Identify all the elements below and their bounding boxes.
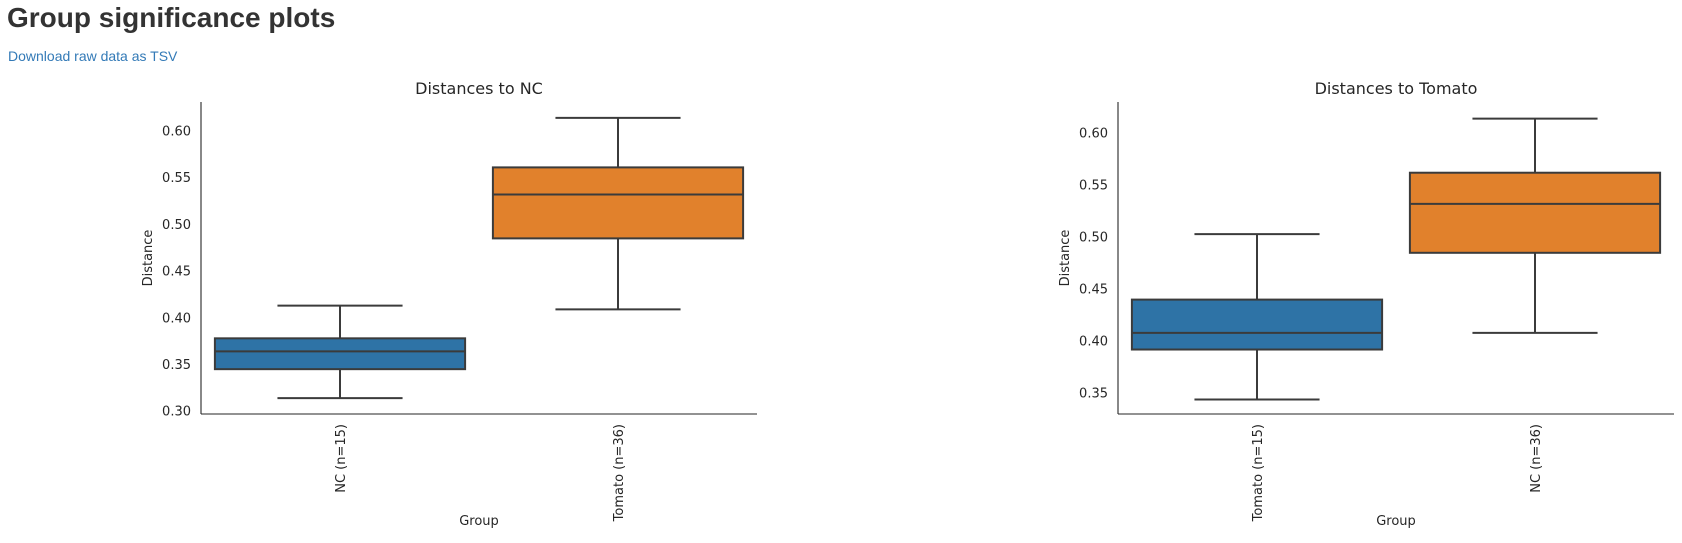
chart-title: Distances to NC [415, 79, 543, 98]
y-tick-label: 0.50 [162, 218, 191, 233]
box-2 [491, 116, 745, 311]
x-tick-label: NC (n=15) [334, 424, 349, 493]
x-tick-label: NC (n=36) [1529, 424, 1544, 493]
chart-title: Distances to Tomato [1315, 79, 1478, 98]
box-1 [213, 304, 467, 400]
y-tick-label: 0.60 [1079, 127, 1108, 142]
x-axis-label: Group [1376, 514, 1416, 529]
page-title: Group significance plots [7, 2, 336, 33]
box-1 [1130, 233, 1384, 401]
box-2 [1408, 117, 1662, 334]
y-tick-label: 0.35 [162, 358, 191, 373]
y-tick-label: 0.40 [162, 311, 191, 326]
box-iqr [213, 337, 467, 371]
chart-panel-2: Distances to Tomato 0.35 0.40 0.45 0.50 0.55 0… [1058, 79, 1674, 529]
box-iqr [1408, 171, 1662, 254]
download-raw-data-link[interactable]: Download raw data as TSV [8, 48, 178, 64]
box-iqr [491, 166, 745, 240]
y-tick-label: 0.30 [162, 405, 191, 420]
y-tick-label: 0.35 [1079, 387, 1108, 402]
chart-panel-1: Distances to NC 0.30 0.35 0.40 0.45 0.50 0.55 0… [141, 79, 757, 529]
y-tick-label: 0.45 [162, 265, 191, 280]
x-tick-label: Tomato (n=36) [612, 424, 627, 522]
box-iqr [1130, 298, 1384, 351]
y-tick-label: 0.40 [1079, 335, 1108, 350]
y-tick-label: 0.50 [1079, 231, 1108, 246]
y-tick-label: 0.55 [1079, 179, 1108, 194]
x-axis-label: Group [459, 514, 499, 529]
y-tick-label: 0.45 [1079, 283, 1108, 298]
y-axis-label: Distance [1058, 230, 1073, 287]
x-tick-label: Tomato (n=15) [1251, 424, 1266, 522]
y-tick-label: 0.60 [162, 124, 191, 139]
y-tick-label: 0.55 [162, 171, 191, 186]
y-axis-label: Distance [141, 230, 156, 287]
